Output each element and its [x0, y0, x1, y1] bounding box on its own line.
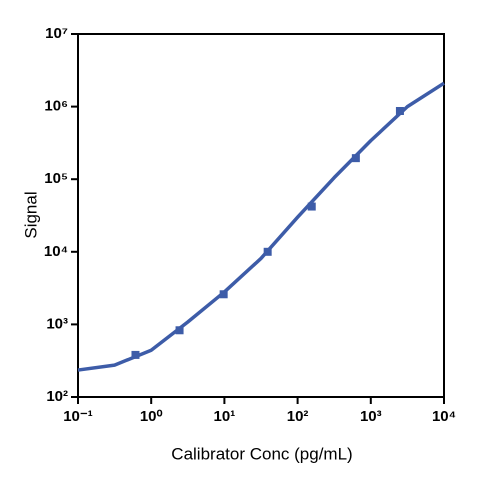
x-axis-label: Calibrator Conc (pg/mL) — [171, 444, 352, 463]
x-tick-label: 10⁻¹ — [63, 408, 93, 425]
data-point — [219, 290, 228, 299]
data-point — [307, 202, 316, 211]
x-tick-label: 10⁴ — [432, 408, 456, 425]
x-tick-label: 10² — [287, 408, 309, 425]
y-axis-label: Signal — [21, 191, 40, 238]
x-tick-label: 10⁰ — [140, 408, 163, 425]
y-tick-label: 10² — [46, 388, 68, 405]
x-tick-label: 10³ — [360, 408, 382, 425]
data-point — [351, 154, 360, 163]
y-tick-label: 10³ — [46, 315, 68, 332]
data-point — [131, 350, 140, 359]
data-point — [263, 247, 272, 256]
y-tick-label: 10⁴ — [44, 243, 68, 260]
fit-curve — [77, 81, 445, 372]
data-point — [175, 326, 184, 335]
y-tick-label: 10⁷ — [45, 25, 68, 42]
y-tick-label: 10⁵ — [44, 170, 68, 187]
y-tick-label: 10⁶ — [44, 98, 68, 115]
x-tick-label: 10¹ — [214, 408, 236, 425]
data-point — [395, 106, 404, 115]
plot-frame — [77, 33, 445, 398]
